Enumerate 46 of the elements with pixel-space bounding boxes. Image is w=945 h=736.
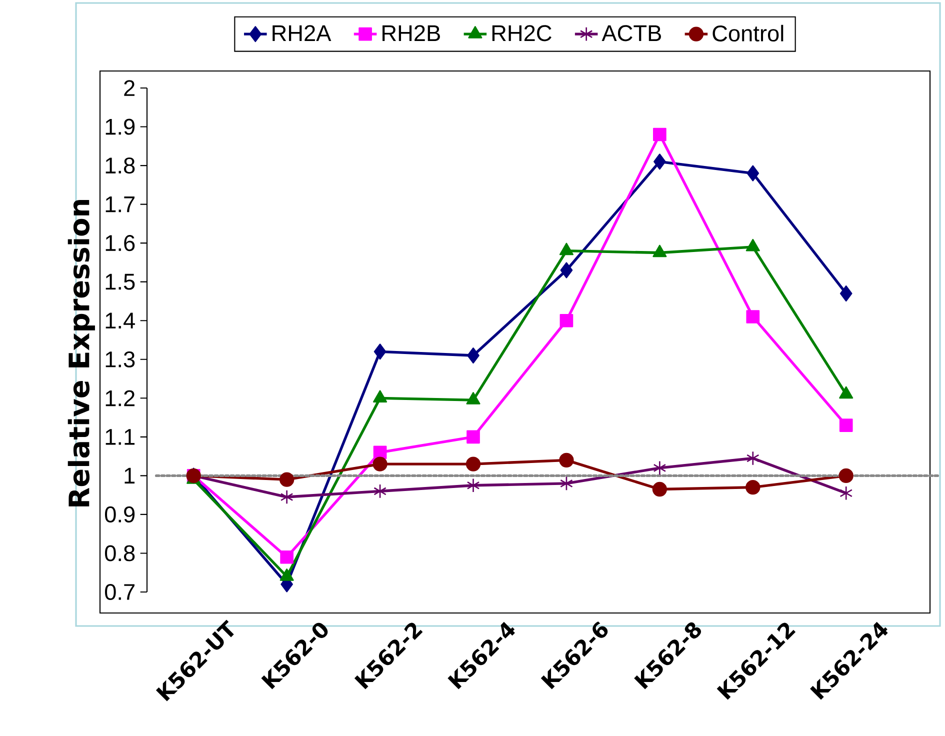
point (746, 310, 760, 324)
point (466, 430, 480, 444)
y-tick-label: 0.7 (104, 584, 134, 600)
point (560, 262, 573, 278)
point (466, 478, 480, 493)
point (838, 468, 854, 484)
y-tick-label: 1.9 (106, 118, 135, 135)
point (560, 314, 574, 328)
y-tick-label: 1 (124, 468, 135, 484)
legend-label: Control (712, 24, 784, 42)
point (746, 450, 760, 466)
y-axis-title: Relative Expression (68, 200, 95, 506)
y-tick-label: 1.5 (106, 274, 135, 290)
point (280, 490, 294, 504)
y-tick-label: 0.9 (104, 506, 135, 522)
legend-label: ACTB (602, 25, 661, 42)
y-tick-label: 1.6 (106, 235, 135, 252)
legend-label: RH2B (382, 25, 440, 41)
y-tick-label: 1.3 (106, 351, 135, 368)
y-tick-label: 1.7 (106, 196, 134, 212)
y-tick-label: 1.8 (106, 158, 135, 174)
point (279, 472, 294, 487)
point (654, 154, 666, 170)
point (374, 484, 386, 499)
point (559, 452, 574, 468)
y-tick-label: 0.8 (104, 545, 135, 562)
point (560, 476, 573, 491)
y-tick-label: 1.2 (106, 390, 134, 406)
point (746, 480, 760, 495)
point (652, 482, 668, 497)
y-tick-label: 2 (124, 80, 134, 96)
point (840, 285, 852, 302)
point (653, 460, 666, 476)
point (372, 456, 388, 472)
point (466, 456, 481, 472)
point (653, 128, 666, 142)
point (746, 165, 760, 182)
point (840, 486, 853, 500)
legend-label: RH2A (272, 25, 332, 41)
legend-label: RH2C (492, 25, 552, 42)
y-tick-label: 1.1 (106, 429, 135, 445)
point (280, 550, 294, 564)
point (839, 418, 853, 432)
point (467, 348, 480, 364)
point (374, 344, 386, 360)
y-tick-label: 1.4 (106, 312, 135, 328)
